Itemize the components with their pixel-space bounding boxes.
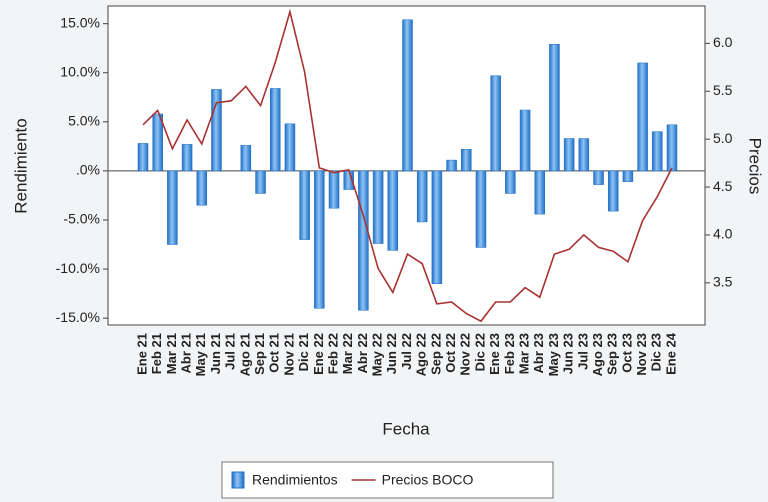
x-tick-label: Ago 21 bbox=[237, 333, 252, 376]
x-tick-label: Dic 21 bbox=[296, 333, 311, 371]
x-tick-label: Jul 22 bbox=[399, 333, 414, 370]
bar bbox=[505, 170, 516, 194]
x-tick-label: Dic 23 bbox=[649, 333, 664, 371]
y-axis-title: Rendimiento bbox=[11, 118, 30, 213]
bar bbox=[563, 138, 575, 172]
x-tick-label: Jul 21 bbox=[223, 333, 238, 370]
x-tick-label: May 21 bbox=[193, 333, 208, 376]
x-tick-label: Sep 23 bbox=[605, 333, 620, 375]
x-axis-title: Fecha bbox=[382, 419, 430, 438]
bar bbox=[196, 170, 208, 206]
x-tick-label: Mar 21 bbox=[164, 333, 179, 374]
bar bbox=[372, 170, 384, 244]
legend-swatch bbox=[231, 471, 245, 489]
x-tick-label: Mar 23 bbox=[516, 333, 531, 374]
bar bbox=[666, 124, 678, 172]
x-tick-label: Abr 23 bbox=[531, 333, 546, 373]
y2-tick-label: 4.0 bbox=[713, 226, 733, 242]
x-tick-label: Jun 23 bbox=[561, 333, 576, 374]
y2-tick-label: 6.0 bbox=[713, 34, 733, 50]
bar bbox=[446, 159, 457, 172]
y-tick-label: -5.0% bbox=[63, 211, 100, 227]
x-tick-label: Jul 23 bbox=[575, 333, 590, 370]
x-tick-label: Nov 22 bbox=[458, 333, 473, 376]
x-tick-label: Abr 21 bbox=[179, 333, 194, 373]
y2-tick-label: 3.5 bbox=[713, 274, 733, 290]
x-tick-label: Ene 24 bbox=[663, 332, 678, 375]
x-tick-label: May 22 bbox=[370, 333, 385, 376]
bar bbox=[534, 170, 545, 215]
x-tick-label: Sep 22 bbox=[428, 333, 443, 375]
x-tick-label: Feb 21 bbox=[149, 333, 164, 374]
x-tick-label: Dic 22 bbox=[472, 333, 487, 371]
bar bbox=[181, 144, 193, 172]
bar bbox=[284, 123, 296, 172]
bar bbox=[137, 143, 149, 172]
x-tick-label: Ene 21 bbox=[134, 333, 149, 375]
x-tick-label: Ago 23 bbox=[590, 333, 605, 376]
bar bbox=[358, 170, 369, 311]
bar bbox=[431, 170, 443, 285]
x-tick-label: Oct 21 bbox=[267, 333, 282, 373]
bar bbox=[490, 75, 501, 172]
price-line bbox=[142, 8, 673, 323]
bar bbox=[578, 138, 590, 172]
bar bbox=[152, 113, 163, 172]
x-tick-label: Ene 22 bbox=[311, 333, 326, 375]
y2-axis-title: Precios bbox=[746, 138, 765, 195]
bar bbox=[475, 170, 487, 248]
legend bbox=[221, 461, 554, 499]
bar bbox=[461, 149, 472, 172]
x-tick-label: Feb 22 bbox=[325, 333, 340, 374]
x-tick-label: Oct 23 bbox=[619, 333, 634, 373]
y-tick-label: -10.0% bbox=[56, 260, 100, 276]
x-tick-label: Feb 23 bbox=[502, 333, 517, 374]
bar bbox=[622, 170, 634, 182]
bar bbox=[270, 88, 281, 172]
legend-label: Precios BOCO bbox=[382, 472, 474, 488]
bar bbox=[387, 170, 399, 251]
y-tick-label: 10.0% bbox=[60, 63, 100, 79]
bar bbox=[549, 44, 560, 172]
y2-tick-label: 5.0 bbox=[713, 130, 733, 146]
x-tick-label: Sep 21 bbox=[252, 333, 267, 375]
y-tick-label: 15.0% bbox=[60, 14, 100, 30]
x-tick-label: Nov 23 bbox=[634, 333, 649, 376]
bar bbox=[402, 19, 413, 172]
bar bbox=[416, 170, 428, 223]
bar bbox=[519, 109, 531, 172]
y-tick-label: -15.0% bbox=[56, 309, 100, 325]
y2-tick-label: 4.5 bbox=[713, 178, 733, 194]
bar bbox=[314, 170, 325, 309]
x-tick-label: Ago 22 bbox=[414, 333, 429, 376]
bar bbox=[652, 131, 663, 172]
bar bbox=[167, 170, 178, 245]
x-tick-label: Jun 22 bbox=[384, 333, 399, 374]
x-tick-label: Abr 22 bbox=[355, 333, 370, 373]
x-tick-label: Jun 21 bbox=[208, 333, 223, 374]
bar bbox=[255, 170, 266, 194]
y-tick-label: .0% bbox=[76, 162, 100, 178]
bar bbox=[328, 170, 340, 209]
legend-label: Rendimientos bbox=[252, 472, 338, 488]
bar bbox=[211, 89, 222, 172]
x-tick-label: Ene 23 bbox=[487, 333, 502, 375]
y-tick-label: 5.0% bbox=[68, 113, 100, 129]
x-tick-label: Oct 22 bbox=[443, 333, 458, 373]
bar bbox=[593, 170, 604, 185]
bar bbox=[240, 145, 252, 172]
bar bbox=[299, 170, 310, 240]
x-tick-label: May 23 bbox=[546, 333, 561, 376]
bar bbox=[607, 170, 619, 212]
bar bbox=[637, 62, 648, 172]
y2-tick-label: 5.5 bbox=[713, 82, 733, 98]
x-tick-label: Nov 21 bbox=[281, 333, 296, 376]
x-tick-label: Mar 22 bbox=[340, 333, 355, 374]
